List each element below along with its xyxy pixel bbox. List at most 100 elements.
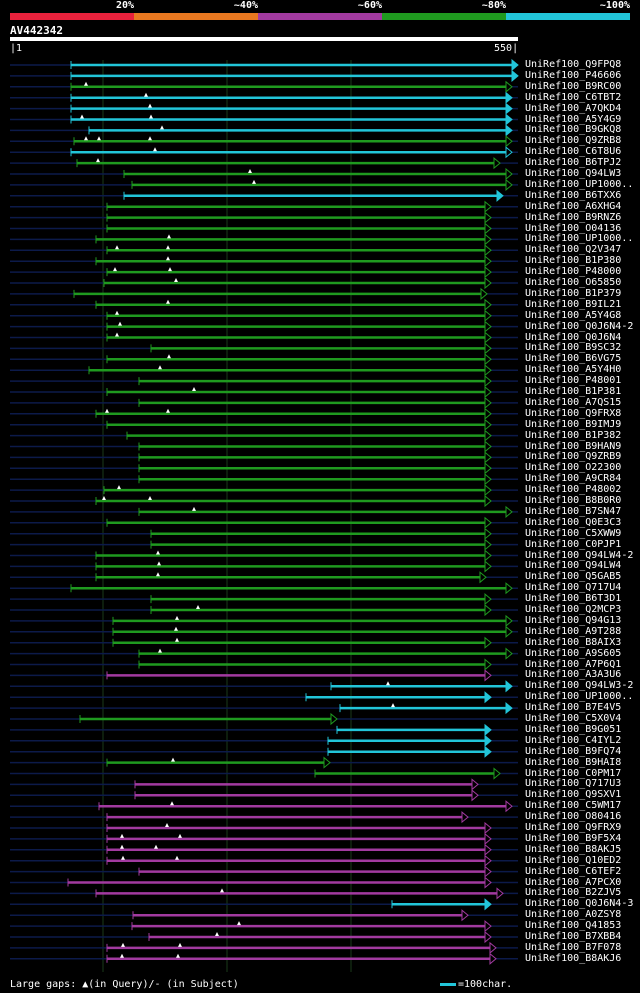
- hit-arrowhead-icon: [505, 582, 513, 595]
- hit-label[interactable]: UniRef100_A7P6Q1: [525, 658, 622, 670]
- hit-label[interactable]: UniRef100_Q9FRX9: [525, 822, 622, 833]
- hit-label[interactable]: UniRef100_B7SN47: [525, 505, 622, 517]
- hit-label[interactable]: UniRef100_A3A3U6: [525, 669, 622, 681]
- hit-label[interactable]: UniRef100_C0PM17: [525, 767, 622, 779]
- hit-label[interactable]: UniRef100_Q9ZRB8: [525, 135, 622, 147]
- hit-label[interactable]: UniRef100_A7QKD4: [525, 102, 622, 114]
- hit-label[interactable]: UniRef100_B7F078: [525, 941, 622, 953]
- hit-label[interactable]: UniRef100_B8B0R0: [525, 495, 622, 506]
- hit-label[interactable]: UniRef100_Q2V347: [525, 244, 622, 256]
- hit-label[interactable]: UniRef100_C4IYL2: [525, 734, 622, 746]
- hit-label[interactable]: UniRef100_P48000: [525, 266, 622, 278]
- hit-label[interactable]: UniRef100_Q9SXV1: [525, 789, 622, 801]
- hit-label[interactable]: UniRef100_B9RC00: [525, 80, 622, 92]
- hit-label[interactable]: UniRef100_A5Y4H0: [525, 364, 622, 376]
- hit-label[interactable]: UniRef100_B8AKJ5: [525, 843, 622, 855]
- hit-arrowhead-icon: [484, 821, 492, 835]
- hit-label[interactable]: UniRef100_A5Y4G8: [525, 309, 622, 321]
- hit-label[interactable]: UniRef100_UP1000..: [525, 691, 634, 703]
- hit-label[interactable]: UniRef100_UP1000..: [525, 178, 634, 190]
- hit-label[interactable]: UniRef100_B6VG75: [525, 353, 622, 365]
- hit-label[interactable]: UniRef100_P48002: [525, 484, 622, 496]
- hit-label[interactable]: UniRef100_A9S605: [525, 647, 622, 659]
- query-gap-icon: [121, 942, 125, 947]
- hit-label[interactable]: UniRef100_B9FQ74: [525, 745, 622, 757]
- hit-label[interactable]: UniRef100_B6TXX6: [525, 189, 622, 201]
- hit-label[interactable]: UniRef100_Q717U4: [525, 582, 622, 594]
- hit-label[interactable]: UniRef100_A7QS15: [525, 396, 622, 408]
- hit-label[interactable]: UniRef100_O04136: [525, 222, 622, 234]
- hit-label[interactable]: UniRef100_C0PJP1: [525, 538, 622, 550]
- hit-label[interactable]: UniRef100_B1P379: [525, 287, 622, 299]
- hit-label[interactable]: UniRef100_A9CR84: [525, 473, 622, 485]
- hit-label[interactable]: UniRef100_O22300: [525, 462, 622, 474]
- hit-label[interactable]: UniRef100_B9HAI8: [525, 756, 622, 768]
- legend-segment: [382, 13, 506, 20]
- hit-label[interactable]: UniRef100_Q2MCP3: [525, 604, 622, 615]
- hit-label[interactable]: UniRef100_Q94LW3-2: [525, 680, 634, 692]
- hit-label[interactable]: UniRef100_B1P381: [525, 386, 622, 397]
- hit-label[interactable]: UniRef100_Q9ZRB9: [525, 451, 622, 463]
- hit-label[interactable]: UniRef100_Q41853: [525, 920, 622, 932]
- hit-label[interactable]: UniRef100_Q0J6N4-3: [525, 898, 634, 910]
- hit-label[interactable]: UniRef100_B9RNZ6: [525, 211, 622, 223]
- query-gap-icon: [156, 572, 160, 577]
- hit-arrowhead-icon: [484, 451, 492, 464]
- hit-label[interactable]: UniRef100_O65850: [525, 277, 622, 288]
- hit-label[interactable]: UniRef100_Q94G13: [525, 614, 622, 626]
- query-gap-icon: [84, 136, 88, 141]
- legend-segment: [506, 13, 630, 20]
- query-gap-icon: [167, 354, 171, 359]
- hit-label[interactable]: UniRef100_A0ZSY8: [525, 909, 622, 921]
- hit-label[interactable]: UniRef100_Q0J6N4: [525, 331, 622, 343]
- hit-label[interactable]: UniRef100_C6TBT2: [525, 91, 622, 103]
- hit-label[interactable]: UniRef100_Q0J6N4-2: [525, 320, 634, 332]
- hit-label[interactable]: UniRef100_UP1000..: [525, 233, 634, 245]
- query-gap-icon: [117, 485, 121, 490]
- hit-label[interactable]: UniRef100_B6T3D1: [525, 593, 622, 605]
- hit-label[interactable]: UniRef100_P48001: [525, 375, 622, 387]
- hit-label[interactable]: UniRef100_C6T8U6: [525, 146, 622, 158]
- hit-label[interactable]: UniRef100_A5Y4G9: [525, 113, 622, 125]
- hit-label[interactable]: UniRef100_B9SC32: [525, 342, 622, 354]
- query-gap-icon: [176, 953, 180, 958]
- hit-label[interactable]: UniRef100_B9GKQ8: [525, 124, 622, 136]
- hit-label[interactable]: UniRef100_B8AKJ6: [525, 952, 622, 964]
- hit-label[interactable]: UniRef100_B8AIX3: [525, 636, 622, 648]
- hit-label[interactable]: UniRef100_Q94LW4: [525, 560, 622, 572]
- query-gap-icon: [171, 757, 175, 762]
- hit-label[interactable]: UniRef100_Q10ED2: [525, 854, 622, 866]
- hit-label[interactable]: UniRef100_B9F5X4: [525, 832, 622, 844]
- hit-label[interactable]: UniRef100_B1P382: [525, 429, 622, 441]
- hit-label[interactable]: UniRef100_B1P380: [525, 255, 622, 267]
- hit-label[interactable]: UniRef100_Q5GAB5: [525, 571, 622, 583]
- query-gap-icon: [178, 942, 182, 947]
- hit-label[interactable]: UniRef100_B6TPJ2: [525, 157, 622, 169]
- hit-label[interactable]: UniRef100_B9G051: [525, 723, 622, 735]
- hit-label[interactable]: UniRef100_Q0E3C3: [525, 516, 622, 528]
- hit-arrowhead-icon: [484, 734, 492, 747]
- hit-label[interactable]: UniRef100_A6XHG4: [525, 200, 622, 212]
- hit-label[interactable]: UniRef100_B9IMJ9: [525, 418, 622, 430]
- hit-label[interactable]: UniRef100_Q717U3: [525, 778, 622, 790]
- hit-label[interactable]: UniRef100_B9IL21: [525, 298, 622, 310]
- hit-label[interactable]: UniRef100_C5XWW9: [525, 527, 622, 539]
- query-gap-icon: [120, 844, 124, 849]
- hit-arrowhead-icon: [505, 91, 513, 104]
- hit-label[interactable]: UniRef100_A9T288: [525, 625, 622, 637]
- hit-label[interactable]: UniRef100_Q94LW4-2: [525, 549, 634, 561]
- hit-label[interactable]: UniRef100_A7PCX0: [525, 876, 622, 888]
- hit-label[interactable]: UniRef100_B9HAN9: [525, 440, 622, 452]
- query-gap-icon: [154, 844, 158, 849]
- hit-label[interactable]: UniRef100_O80416: [525, 811, 622, 823]
- hit-label[interactable]: UniRef100_Q94LW3: [525, 168, 622, 179]
- hit-label[interactable]: UniRef100_B7E4V5: [525, 702, 622, 714]
- hit-label[interactable]: UniRef100_Q9FPQ8: [525, 59, 622, 70]
- hit-label[interactable]: UniRef100_C5WM17: [525, 800, 622, 812]
- hit-label[interactable]: UniRef100_C5X0V4: [525, 713, 622, 724]
- hit-label[interactable]: UniRef100_C6TEF2: [525, 865, 622, 877]
- hit-label[interactable]: UniRef100_P46606: [525, 69, 622, 81]
- hit-label[interactable]: UniRef100_B7XBB4: [525, 931, 622, 942]
- hit-label[interactable]: UniRef100_Q9FRX8: [525, 407, 622, 419]
- hit-label[interactable]: UniRef100_B2ZJV5: [525, 887, 622, 899]
